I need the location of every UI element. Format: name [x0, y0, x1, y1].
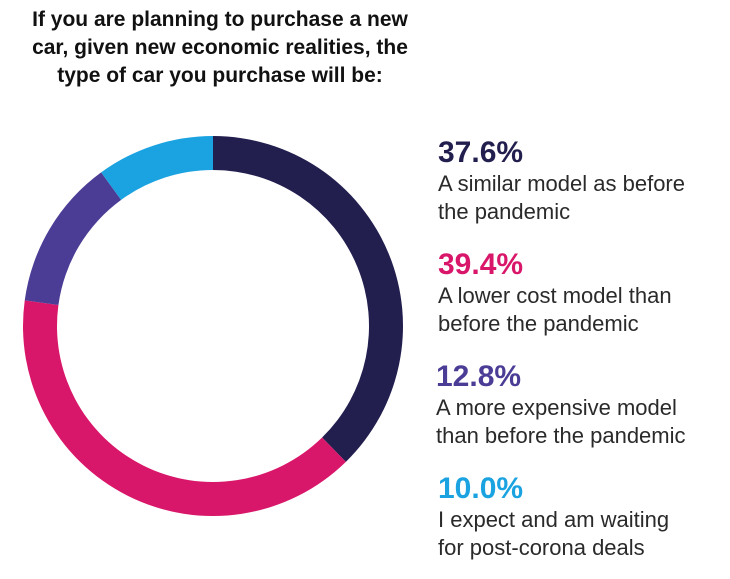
legend-label: A lower cost model than before the pande… [438, 282, 672, 338]
legend-label-line: for post-corona deals [438, 535, 645, 560]
legend-item-more-expensive-model: 12.8% A more expensive model than before… [436, 360, 686, 450]
chart-title-line: car, given new economic realities, the [32, 36, 408, 59]
chart-title-line: type of car you purchase will be: [57, 64, 383, 87]
legend-value: 12.8% [436, 360, 522, 393]
chart-title-line: If you are planning to purchase a new [32, 8, 408, 31]
donut-slice-4 [101, 136, 213, 200]
legend-value: 10.0% [438, 472, 524, 505]
donut-slice-3 [24, 172, 122, 305]
donut-slice-1 [213, 136, 404, 462]
legend-label: A similar model as before the pandemic [438, 170, 685, 226]
donut-slice-2 [22, 300, 346, 517]
legend-label-line: I expect and am waiting [438, 507, 670, 532]
legend-label-line: than before the pandemic [436, 423, 686, 448]
legend-item-waiting-for-deals: 10.0% I expect and am waiting for post-c… [438, 472, 669, 562]
legend-label: I expect and am waiting for post-corona … [438, 506, 669, 562]
legend-label-line: the pandemic [438, 199, 571, 224]
chart-title: If you are planning to purchase a new ca… [0, 6, 440, 90]
legend-label-line: before the pandemic [438, 311, 639, 336]
legend-label-line: A more expensive model [436, 395, 677, 420]
legend-item-lower-cost-model: 39.4% A lower cost model than before the… [438, 248, 672, 338]
legend-item-similar-model: 37.6% A similar model as before the pand… [438, 136, 685, 226]
legend-label-line: A lower cost model than [438, 283, 672, 308]
legend-value: 37.6% [438, 136, 524, 169]
legend-label: A more expensive model than before the p… [436, 394, 686, 450]
donut-chart [22, 136, 404, 517]
legend-value: 39.4% [438, 248, 524, 281]
legend-label-line: A similar model as before [438, 171, 685, 196]
